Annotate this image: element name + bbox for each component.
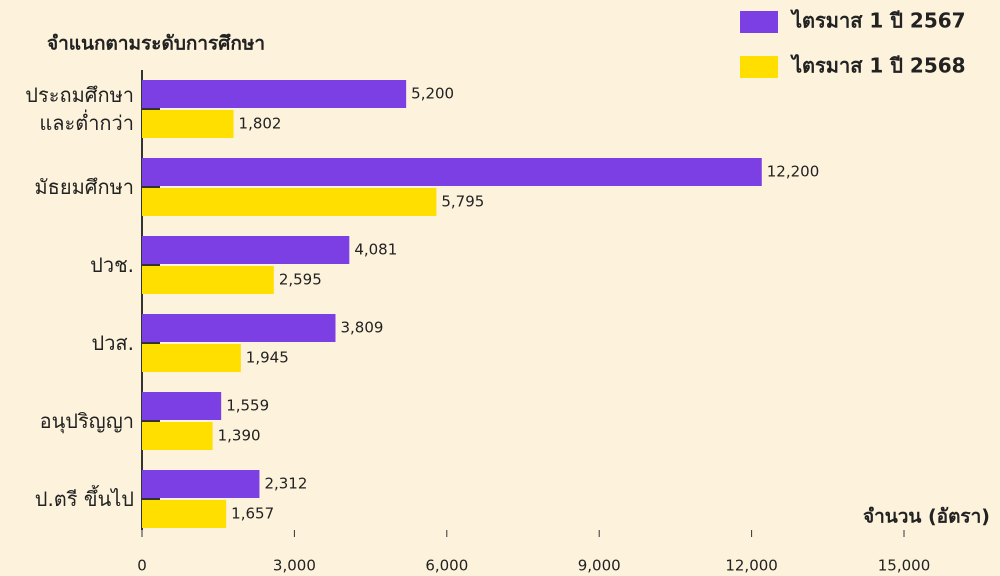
bar: [142, 110, 234, 138]
y-tick-label: ประถมศึกษา และต่ำกว่า: [25, 83, 134, 135]
value-label: 3,809: [340, 319, 383, 337]
x-tick-label: 15,000: [878, 557, 931, 575]
value-label: 1,390: [218, 427, 261, 445]
value-label: 2,595: [279, 271, 322, 289]
y-tick-label: มัธยมศึกษา: [34, 175, 134, 199]
bar: [142, 266, 274, 294]
bar: [142, 158, 762, 186]
value-label: 12,200: [767, 163, 820, 181]
y-tick-label: ปวช.: [90, 253, 134, 277]
legend-swatch: [740, 56, 778, 78]
bar: [142, 344, 241, 372]
bar: [142, 422, 213, 450]
legend-swatch: [740, 11, 778, 33]
bar: [142, 392, 222, 420]
x-tick-label: 0: [137, 557, 147, 575]
value-label: 1,657: [231, 505, 274, 523]
bar: [142, 314, 336, 342]
bar: [142, 470, 260, 498]
chart-title: จำแนกตามระดับการศึกษา: [47, 33, 265, 55]
value-label: 1,802: [239, 115, 282, 133]
x-tick-label: 3,000: [273, 557, 316, 575]
value-label: 1,945: [246, 349, 289, 367]
bar: [142, 80, 407, 108]
value-label: 5,200: [411, 85, 454, 103]
y-tick-label: อนุปริญญา: [39, 409, 134, 433]
x-axis-label: จำนวน (อัตรา): [863, 506, 990, 528]
value-label: 4,081: [354, 241, 397, 259]
legend-label: ไตรมาส 1 ปี 2567: [790, 9, 966, 33]
legend-label: ไตรมาส 1 ปี 2568: [790, 54, 966, 78]
bar: [142, 188, 437, 216]
value-label: 2,312: [264, 475, 307, 493]
bar: [142, 500, 227, 528]
y-tick-label: ป.ตรี ขึ้นไป: [34, 487, 134, 511]
value-label: 5,795: [441, 193, 484, 211]
y-tick-label: ปวส.: [91, 331, 135, 355]
x-tick-label: 6,000: [425, 557, 468, 575]
x-tick-label: 12,000: [725, 557, 778, 575]
value-label: 1,559: [226, 397, 269, 415]
bar: [142, 236, 350, 264]
x-tick-label: 9,000: [578, 557, 621, 575]
